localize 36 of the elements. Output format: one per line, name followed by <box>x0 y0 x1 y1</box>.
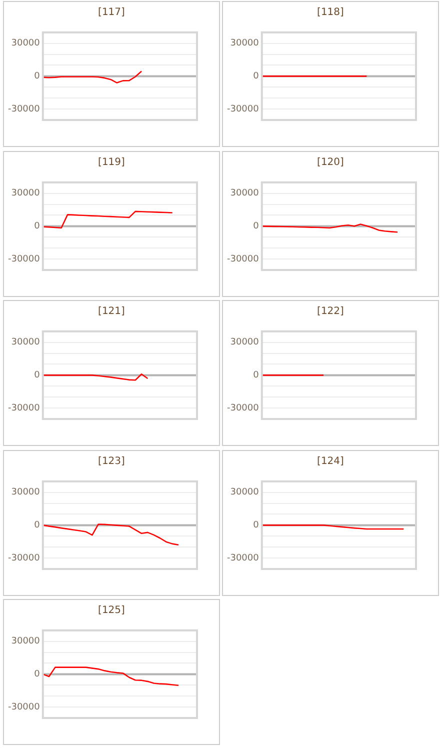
y-tick-label: -30000 <box>226 254 260 264</box>
y-tick-label: 30000 <box>11 38 40 49</box>
y-tick-label: 30000 <box>11 487 40 498</box>
y-tick-label: 0 <box>34 520 40 530</box>
y-tick-label: 0 <box>253 72 260 82</box>
y-tick-label: 0 <box>34 72 40 82</box>
y-tick-label: 0 <box>253 370 260 381</box>
y-tick-label: 30000 <box>11 188 40 198</box>
y-tick-label: 30000 <box>230 38 260 49</box>
y-tick-label: -30000 <box>8 552 40 563</box>
y-tick-label: 30000 <box>230 338 260 348</box>
chart-title: [119] <box>97 156 126 170</box>
y-tick-label: -30000 <box>226 104 260 114</box>
chart-title: [124] <box>316 454 345 468</box>
chart-title: [120] <box>316 156 345 170</box>
chart-title: [117] <box>97 6 126 20</box>
y-tick-label: -30000 <box>226 552 260 563</box>
y-tick-label: 0 <box>34 370 40 381</box>
y-tick-label: 0 <box>253 520 260 530</box>
y-tick-label: 0 <box>253 221 260 232</box>
y-tick-label: -30000 <box>8 403 40 414</box>
chart-title: [122] <box>316 305 345 319</box>
y-tick-label: 0 <box>34 221 40 232</box>
y-tick-label: -30000 <box>8 254 40 264</box>
y-tick-label: 30000 <box>11 338 40 348</box>
chart-title: [118] <box>316 6 345 20</box>
y-tick-label: -30000 <box>8 104 40 114</box>
y-tick-label: 30000 <box>230 188 260 198</box>
chart-title: [125] <box>97 604 126 618</box>
y-tick-label: -30000 <box>226 403 260 414</box>
chart-title: [121] <box>97 305 126 319</box>
y-tick-label: 0 <box>34 670 40 680</box>
y-tick-label: 30000 <box>11 636 40 647</box>
y-tick-label: -30000 <box>8 702 40 712</box>
chart-title: [123] <box>97 454 126 468</box>
y-tick-label: 30000 <box>230 487 260 498</box>
